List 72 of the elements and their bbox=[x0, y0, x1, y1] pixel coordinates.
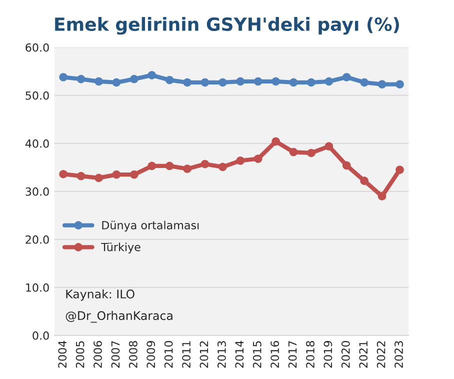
point bbox=[148, 162, 156, 170]
point bbox=[236, 77, 245, 86]
point bbox=[165, 162, 174, 170]
point bbox=[94, 77, 103, 86]
y-tick-label: 50.0 bbox=[26, 91, 49, 100]
x-tick-label: 2014 bbox=[235, 340, 244, 368]
y-tick-label: 40.0 bbox=[25, 139, 49, 148]
point bbox=[307, 148, 316, 158]
x-tick-label: 2017 bbox=[288, 341, 297, 368]
x-tick-label: 2008 bbox=[128, 341, 138, 368]
x-tick-label: 2011 bbox=[182, 341, 190, 368]
point bbox=[324, 77, 334, 86]
point bbox=[396, 80, 404, 89]
x-tick-label: 2023 bbox=[394, 341, 403, 368]
point bbox=[254, 77, 262, 86]
x-tick-label: 2020 bbox=[341, 341, 350, 368]
annotation: Kaynak: ILO bbox=[66, 289, 134, 301]
point bbox=[59, 170, 68, 178]
x-tick-label: 2005 bbox=[76, 341, 84, 368]
y-tick-label: 30.0 bbox=[26, 187, 49, 196]
point bbox=[165, 76, 174, 84]
legend-label: Dünya ortalaması bbox=[102, 220, 199, 232]
y-tick-label: 10.0 bbox=[26, 283, 49, 292]
point bbox=[289, 148, 298, 156]
point bbox=[378, 192, 386, 200]
x-tick-label: 2009 bbox=[146, 341, 156, 368]
y-tick-label: 60.0 bbox=[26, 43, 49, 52]
x-tick-label: 2015 bbox=[252, 341, 262, 368]
point bbox=[200, 78, 210, 87]
legend-label: Türkiye bbox=[101, 242, 140, 254]
x-tick-label: 2010 bbox=[164, 341, 173, 368]
x-tick-label: 2013 bbox=[218, 341, 226, 368]
x-tick-label: 2016 bbox=[270, 340, 280, 368]
point bbox=[200, 160, 210, 168]
x-tick-label: 2004 bbox=[58, 340, 67, 368]
point bbox=[76, 172, 86, 180]
point bbox=[254, 154, 262, 163]
point bbox=[236, 156, 245, 165]
x-tick-label: 2006 bbox=[94, 340, 102, 368]
point bbox=[396, 166, 404, 174]
point bbox=[272, 137, 280, 146]
point bbox=[148, 71, 156, 80]
point bbox=[183, 78, 192, 87]
point bbox=[342, 72, 351, 82]
point bbox=[272, 77, 280, 86]
point bbox=[112, 170, 121, 179]
point bbox=[289, 78, 298, 87]
point bbox=[94, 174, 103, 182]
x-tick-label: 2019 bbox=[324, 341, 332, 368]
x-tick-label: 2012 bbox=[200, 341, 208, 368]
point bbox=[76, 74, 86, 84]
x-tick-label: 2021 bbox=[359, 341, 368, 368]
point bbox=[324, 142, 334, 150]
point bbox=[360, 78, 368, 87]
point bbox=[378, 80, 386, 89]
point bbox=[112, 78, 121, 87]
y-tick-label: 0.0 bbox=[32, 331, 49, 340]
y-tick-label: 20.0 bbox=[26, 235, 49, 244]
chart-title: Emek gelirinin GSYH'deki payı (%) bbox=[55, 17, 399, 35]
point bbox=[218, 78, 227, 87]
point bbox=[59, 72, 68, 82]
point bbox=[183, 164, 192, 173]
x-tick-label: 2022 bbox=[376, 341, 386, 368]
point bbox=[218, 162, 227, 172]
point bbox=[307, 78, 316, 87]
x-tick-label: 2007 bbox=[111, 341, 120, 368]
point bbox=[342, 161, 351, 170]
annotation: @Dr_OrhanKaraca bbox=[66, 310, 172, 323]
x-tick-label: 2018 bbox=[306, 341, 314, 368]
point bbox=[360, 176, 368, 185]
point bbox=[130, 170, 138, 179]
point bbox=[130, 74, 138, 84]
